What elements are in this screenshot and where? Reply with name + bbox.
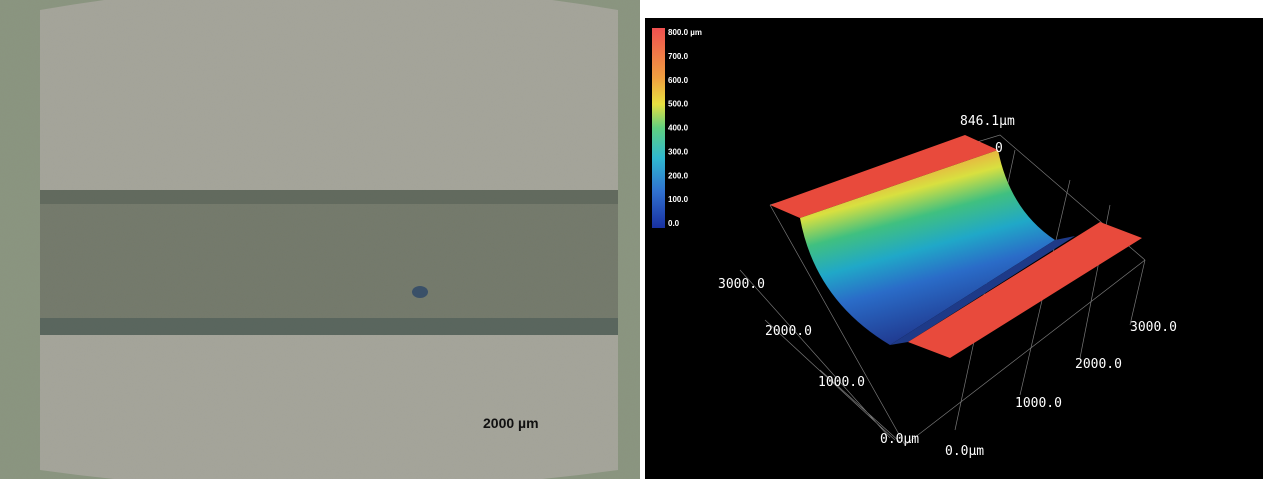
colorbar-label: 700.0 [668,52,689,61]
page: {"microscope_image": {"scale_label": "20… [0,0,1263,479]
peak-zero: 0 [995,141,1003,156]
sample-disc [0,0,640,479]
colorbar-label: 500.0 [668,100,689,109]
peak-label: 846.1µm [960,114,1015,129]
axis-label: 2000.0 [1075,357,1122,372]
groove-edge [0,190,640,204]
groove [0,190,640,335]
figure: 2000 µm 800.0 µm 700.0 600.0 500.0 400.0 300.… [0,0,1263,479]
colorbar-label: 100.0 [668,195,689,204]
microscope-image: 2000 µm [0,0,640,479]
colorbar-label: 300.0 [668,147,689,156]
axis-label: 0.0µm [880,432,919,447]
axis-label: 0.0µm [945,444,984,459]
colorbar-label: 400.0 [668,124,689,133]
colorbar-label: 800.0 µm [668,28,702,37]
colorbar-label: 200.0 [668,171,689,180]
colorbar-label: 0.0 [668,219,680,228]
colorbar [652,28,665,228]
axis-label: 1000.0 [1015,396,1062,411]
axis-label: 2000.0 [765,324,812,339]
defect [412,286,428,298]
axis-label: 1000.0 [818,375,865,390]
groove-edge [0,318,640,335]
axis-label: 3000.0 [1130,320,1177,335]
scale-label: 2000 µm [483,415,539,431]
axis-label: 3000.0 [718,277,765,292]
surface-plot: 800.0 µm 700.0 600.0 500.0 400.0 300.0 200.0 10… [645,18,1263,479]
colorbar-label: 600.0 [668,76,689,85]
